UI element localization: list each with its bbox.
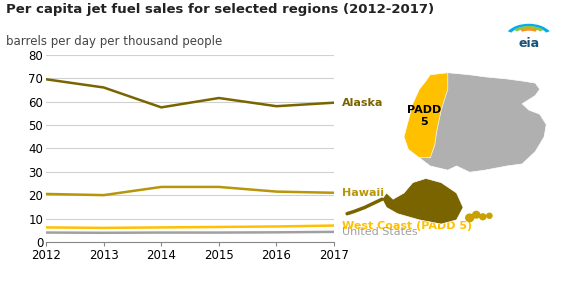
Text: eia: eia bbox=[518, 37, 539, 50]
Circle shape bbox=[473, 211, 480, 218]
Circle shape bbox=[466, 214, 473, 221]
Text: PADD
5: PADD 5 bbox=[407, 105, 441, 127]
Text: Per capita jet fuel sales for selected regions (2012-2017): Per capita jet fuel sales for selected r… bbox=[6, 3, 434, 16]
Wedge shape bbox=[514, 26, 543, 32]
Text: West Coast (PADD 5): West Coast (PADD 5) bbox=[342, 221, 472, 230]
Circle shape bbox=[480, 214, 486, 220]
Circle shape bbox=[487, 213, 492, 218]
Polygon shape bbox=[404, 73, 448, 158]
Polygon shape bbox=[404, 73, 546, 172]
Text: United States: United States bbox=[342, 227, 418, 237]
Wedge shape bbox=[508, 24, 550, 33]
Polygon shape bbox=[382, 179, 463, 224]
Wedge shape bbox=[520, 28, 537, 32]
Text: Hawaii: Hawaii bbox=[342, 188, 384, 198]
Text: barrels per day per thousand people: barrels per day per thousand people bbox=[6, 35, 222, 48]
Text: Alaska: Alaska bbox=[342, 98, 384, 108]
